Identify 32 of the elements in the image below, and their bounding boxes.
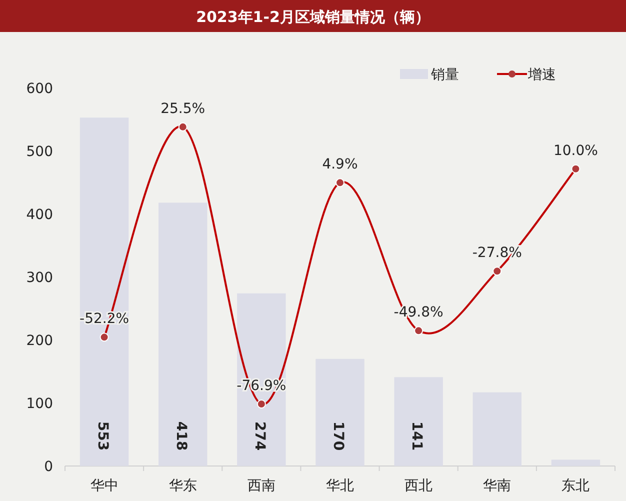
x-tick-label: 华东 (168, 478, 197, 494)
bar (472, 392, 522, 466)
y-tick-label: 600 (26, 81, 53, 97)
chart-title: 2023年1-2月区域销量情况（辆） (196, 8, 430, 26)
bar (158, 202, 208, 466)
y-tick-label: 200 (26, 333, 53, 349)
data-label: 553 (94, 421, 110, 451)
x-tick-label: 西北 (404, 478, 433, 494)
y-tick-label: 100 (26, 396, 53, 412)
x-tick-label: 华北 (326, 478, 354, 494)
x-tick-label: 华南 (483, 478, 512, 494)
y-tick-label: 300 (26, 270, 53, 286)
data-label: 170 (330, 421, 346, 451)
bar (80, 118, 129, 466)
legend-label: 销量 (430, 67, 459, 83)
data-label: 418 (172, 421, 189, 451)
y-tick-label: 400 (26, 207, 53, 223)
data-label: 4.9% (322, 156, 358, 173)
data-label: 10.0% (553, 142, 598, 159)
legend-label: 增速 (527, 67, 556, 83)
y-tick-label: 500 (26, 144, 53, 160)
data-label: 25.5% (160, 100, 206, 117)
x-tick-label: 东北 (562, 478, 590, 494)
data-label: 141 (408, 421, 425, 451)
bar (237, 293, 286, 466)
x-tick-label: 华中 (90, 478, 118, 494)
bar (551, 460, 600, 466)
bar (394, 377, 443, 466)
data-label: 274 (251, 421, 268, 451)
x-tick-label: 西南 (247, 478, 276, 494)
bar (316, 358, 364, 466)
y-tick-label: 0 (44, 459, 53, 475)
